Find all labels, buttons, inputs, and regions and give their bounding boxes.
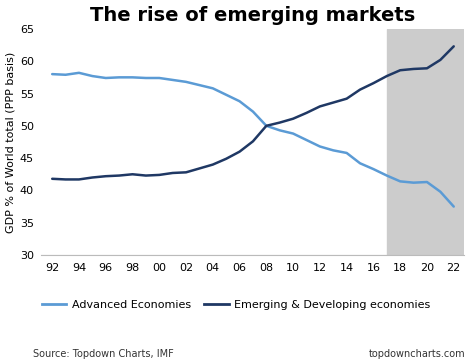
- Bar: [387, 29, 467, 255]
- Legend: Advanced Economies, Emerging & Developing economies: Advanced Economies, Emerging & Developin…: [42, 300, 431, 310]
- Text: topdowncharts.com: topdowncharts.com: [368, 349, 465, 359]
- Y-axis label: GDP % of World total (PPP basis): GDP % of World total (PPP basis): [6, 51, 16, 232]
- Text: Source: Topdown Charts, IMF: Source: Topdown Charts, IMF: [33, 349, 173, 359]
- Title: The rise of emerging markets: The rise of emerging markets: [90, 5, 415, 25]
